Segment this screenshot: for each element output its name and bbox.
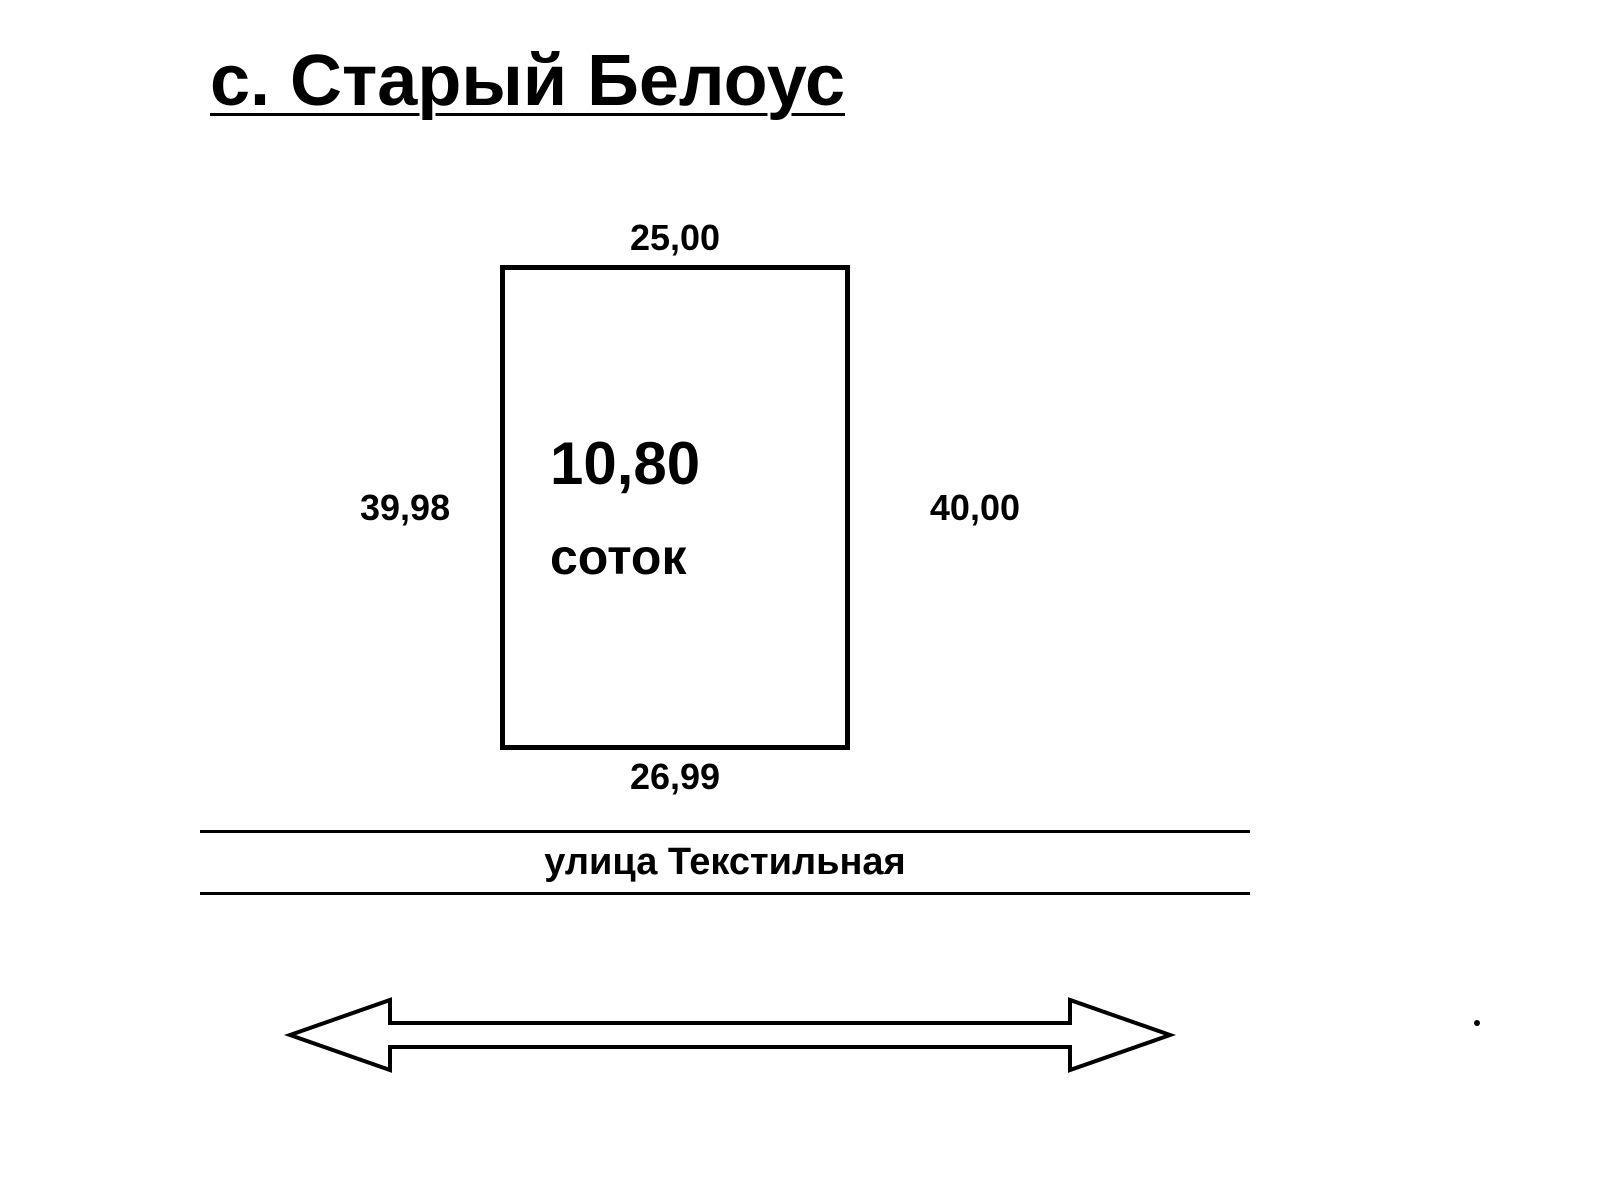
area-unit: соток <box>550 528 687 586</box>
dimension-left: 39,98 <box>360 487 450 529</box>
street-container: улица Текстильная <box>200 830 1250 895</box>
street-line-bottom <box>200 892 1250 895</box>
direction-arrow <box>280 985 1180 1085</box>
double-arrow-icon <box>290 1000 1170 1070</box>
plot-container: 25,00 26,99 39,98 40,00 10,80 соток <box>500 265 850 750</box>
street-name: улица Текстильная <box>200 833 1250 892</box>
dot-marker <box>1474 1020 1480 1026</box>
plot-rectangle: 10,80 соток <box>500 265 850 750</box>
dimension-right: 40,00 <box>930 487 1020 529</box>
area-value: 10,80 <box>550 429 700 498</box>
dimension-top: 25,00 <box>630 217 720 259</box>
location-title: с. Старый Белоус <box>210 40 845 122</box>
dimension-bottom: 26,99 <box>630 756 720 798</box>
